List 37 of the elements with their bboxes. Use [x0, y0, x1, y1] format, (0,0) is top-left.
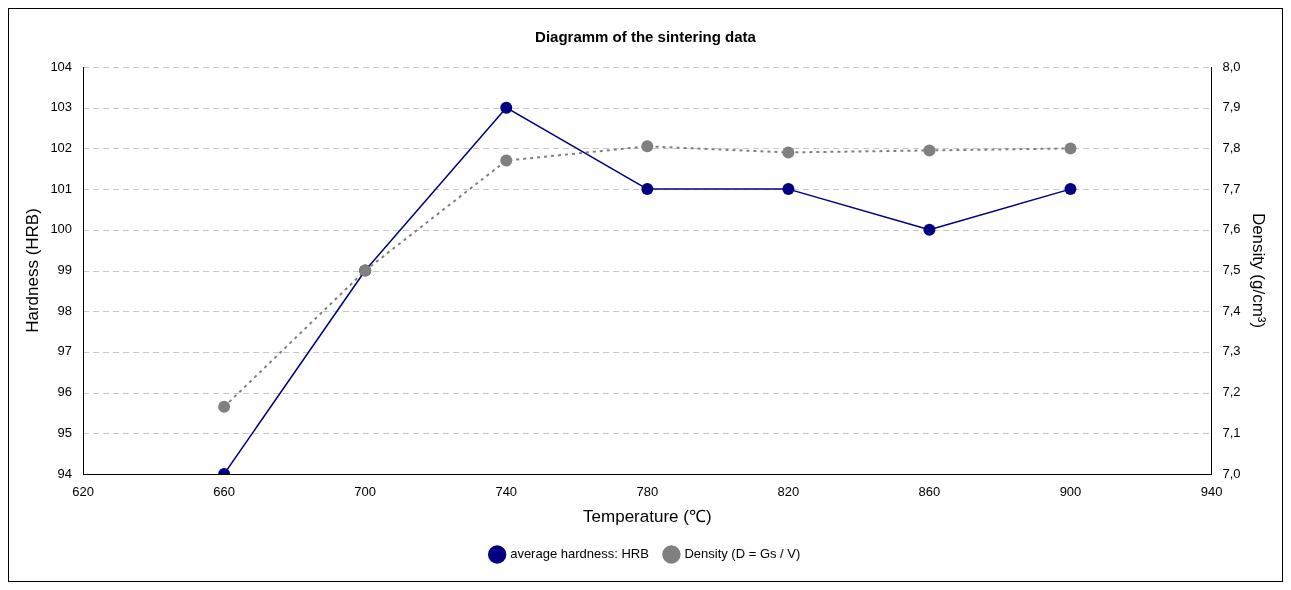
x-tick-label: 620: [72, 484, 94, 500]
y2-tick-label: 7,7: [1222, 180, 1241, 196]
y2-tick-label: 7,8: [1222, 139, 1241, 155]
y-tick-label: 103: [50, 99, 73, 115]
y-tick-label: 99: [57, 262, 73, 278]
y-tick-label: 94: [57, 465, 73, 481]
y2-tick-label: 7,2: [1222, 384, 1241, 400]
y2-tick-label: 7,4: [1222, 302, 1241, 318]
y2-tick-label: 7,9: [1222, 99, 1241, 115]
x-tick-label: 660: [213, 484, 235, 500]
y-tick-label: 100: [50, 221, 73, 237]
y-tick-label: 98: [57, 302, 73, 318]
y-tick-label: 97: [57, 343, 73, 359]
y2-tick-label: 7,1: [1222, 424, 1241, 440]
x-tick-label: 700: [354, 484, 377, 500]
chart-title: Diagramm of the sintering data: [535, 28, 757, 46]
x-tick-label: 740: [495, 484, 518, 500]
y2-tick-label: 7,0: [1222, 465, 1241, 481]
y2-tick-label: 8,0: [1222, 58, 1241, 74]
x-tick-label: 860: [918, 484, 941, 500]
y-tick-label: 102: [50, 139, 73, 155]
x-tick-label: 940: [1200, 484, 1223, 500]
x-axis-title: Temperature (℃): [583, 507, 712, 527]
x-tick-label: 820: [777, 484, 800, 500]
y2-tick-label: 7,5: [1222, 262, 1241, 278]
y2-tick-label: 7,3: [1222, 343, 1241, 359]
y-axis-title: Hardness (HRB): [22, 208, 42, 333]
legend-label: average hardness: HRB: [510, 546, 649, 562]
y-tick-label: 96: [57, 384, 73, 400]
y2-axis-title: Density (g/cm³): [1249, 212, 1269, 329]
legend-label: Density (D = Gs / V): [684, 546, 801, 562]
y-tick-label: 95: [57, 424, 73, 440]
y-tick-label: 101: [50, 180, 73, 196]
y2-tick-label: 7,6: [1222, 221, 1241, 237]
x-tick-label: 900: [1059, 484, 1082, 500]
x-tick-label: 780: [636, 484, 659, 500]
y-tick-label: 104: [50, 58, 73, 74]
